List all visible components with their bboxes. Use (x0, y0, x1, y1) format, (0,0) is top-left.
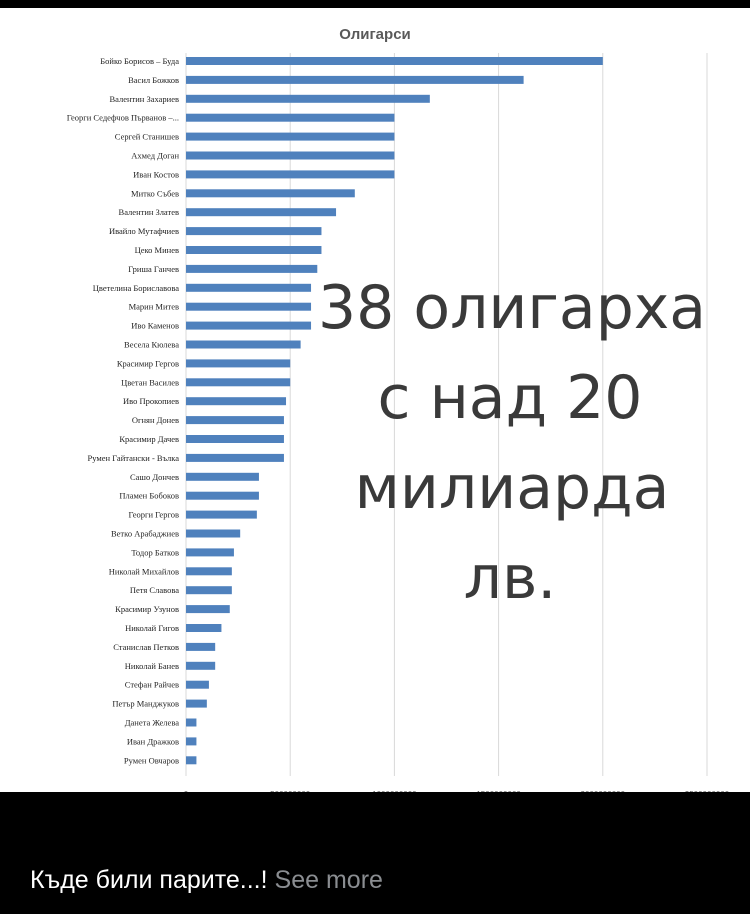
bar (186, 416, 284, 425)
bar (186, 699, 207, 708)
bar (186, 227, 322, 236)
category-label: Стефан Райчев (125, 680, 179, 690)
bar (186, 567, 232, 576)
bar (186, 359, 291, 368)
bar (186, 680, 209, 689)
category-label: Митко Събев (131, 188, 179, 198)
category-label: Петя Славова (130, 585, 179, 595)
bar (186, 605, 230, 614)
category-label: Станислав Петков (113, 642, 179, 652)
bar (186, 491, 259, 500)
category-label: Тодор Батков (131, 547, 179, 557)
bar (186, 264, 318, 273)
overlay-line: милиарда (355, 453, 670, 523)
category-label: Ахмед Доган (131, 151, 179, 161)
bar (186, 548, 234, 557)
bar-layer (186, 57, 603, 765)
overlay-line: с над 20 (378, 363, 643, 433)
category-label: Сашо Дончев (130, 472, 179, 482)
category-label: Красимир Узунов (115, 604, 179, 614)
bar (186, 321, 312, 330)
bar (186, 586, 232, 595)
bar (186, 510, 257, 519)
bar (186, 189, 355, 198)
category-label: Васил Божков (128, 75, 179, 85)
post-image: Олигарси Бойко Борисов – Буда Васил Божко… (0, 8, 750, 792)
x-tick-label: 1000000000 (372, 790, 417, 792)
category-label: Цветан Василев (121, 377, 179, 387)
bar (186, 397, 287, 406)
category-label: Румен Овчаров (124, 755, 179, 765)
x-tick-label: 500000000 (270, 790, 311, 792)
category-labels: Бойко Борисов – Буда Васил Божков Валентин… (67, 56, 180, 765)
category-label: Валентин Захариев (109, 94, 179, 104)
bar (186, 718, 197, 727)
bar (186, 57, 603, 65)
category-label: Иван Дражков (127, 736, 179, 746)
category-label: Данета Желева (125, 718, 179, 728)
x-tick-label: 2500000000 (685, 790, 730, 792)
bar (186, 283, 312, 292)
category-label: Иво Прокопиев (123, 396, 179, 406)
bar (186, 208, 337, 217)
bar (186, 246, 322, 254)
category-label: Ивайло Мутафчиев (109, 226, 179, 236)
bar (186, 170, 395, 179)
category-label: Георги Седефчов Първанов –... (67, 113, 179, 123)
overlay-line: лв. (464, 543, 557, 613)
category-label: Румен Гайтански - Вълка (88, 453, 180, 463)
category-label: Георги Гергов (128, 510, 179, 520)
x-tick-label: 2000000000 (581, 790, 626, 792)
x-tick-label: 0 (184, 790, 189, 792)
bar (186, 435, 284, 443)
bar (186, 661, 216, 670)
bar (186, 453, 284, 462)
bar (186, 75, 524, 84)
x-tick-labels: 0 500000000 1000000000 1500000000 2000000000… (184, 790, 730, 792)
category-label: Красимир Дачев (119, 434, 179, 444)
bar (186, 756, 197, 765)
category-label: Сергей Станишев (115, 132, 179, 142)
category-label: Николай Гигов (125, 623, 179, 633)
overlay-line: 38 олигарха (318, 273, 706, 343)
category-label: Цветелина Бориславова (93, 283, 179, 293)
bar (186, 529, 241, 538)
category-label: Гриша Ганчев (128, 264, 179, 274)
bar (186, 94, 430, 103)
bar (186, 472, 259, 481)
category-label: Николай Михайлов (109, 566, 179, 576)
category-label: Пламен Бобоков (119, 491, 179, 501)
category-label: Весела Кюлева (124, 340, 179, 350)
chart-title: Олигарси (339, 26, 411, 43)
bar (186, 151, 395, 160)
bar (186, 624, 222, 632)
post-caption: Къде били парите...! See more (30, 866, 383, 895)
category-label: Иван Костов (133, 169, 179, 179)
bar (186, 642, 216, 651)
category-label: Красимир Гергов (117, 358, 179, 368)
category-label: Марин Митев (129, 302, 179, 312)
category-label: Огнян Донев (132, 415, 179, 425)
category-label: Петър Манджуков (112, 699, 179, 709)
category-label: Ветко Арабаджиев (111, 529, 179, 539)
caption-text: Къде били парите...! (30, 866, 268, 894)
category-label: Цеко Минев (135, 245, 179, 255)
bar (186, 113, 395, 122)
bar (186, 340, 301, 349)
bar (186, 378, 291, 387)
category-label: Иво Каменов (131, 321, 179, 331)
category-label: Валентин Златев (119, 207, 179, 217)
category-label: Бойко Борисов – Буда (100, 56, 179, 66)
x-tick-label: 1500000000 (476, 790, 521, 792)
caption-bar (0, 792, 750, 914)
see-more-link[interactable]: See more (274, 866, 383, 894)
category-label: Николай Банев (125, 661, 179, 671)
bar-chart: Олигарси Бойко Борисов – Буда Васил Божко… (67, 26, 730, 792)
bar (186, 302, 312, 311)
overlay-headline: 38 олигарха с над 20 милиарда лв. (318, 273, 706, 613)
bar (186, 737, 197, 746)
bar (186, 132, 395, 141)
